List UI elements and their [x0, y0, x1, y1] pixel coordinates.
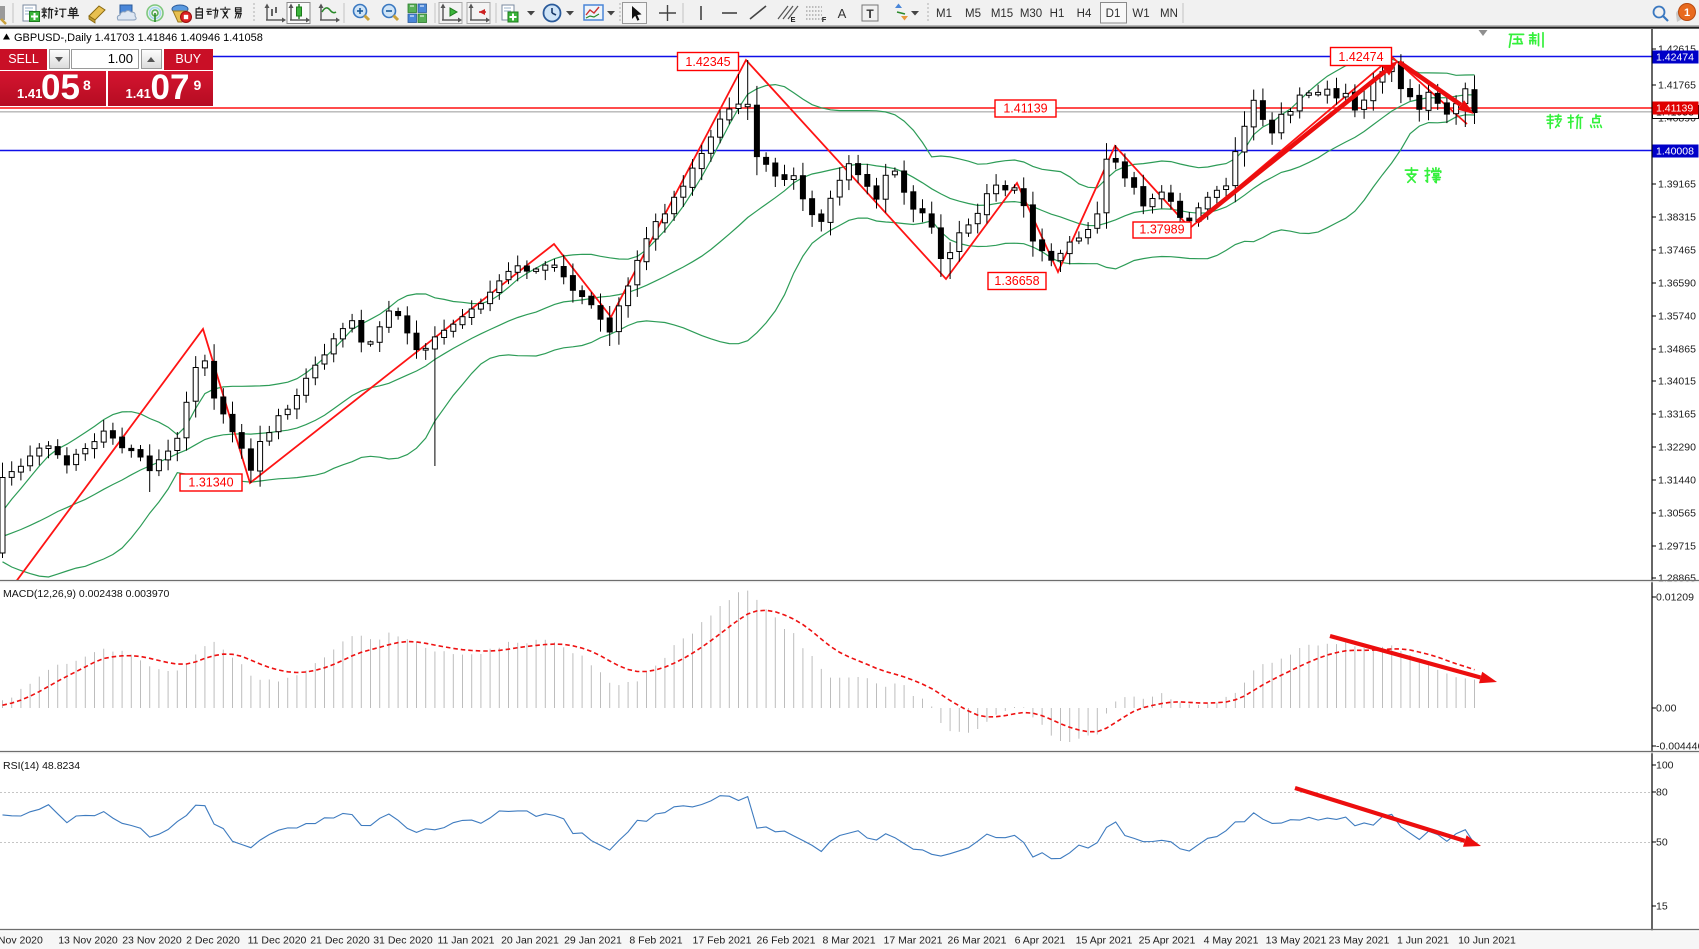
svg-text:1.29715: 1.29715 — [1658, 541, 1696, 553]
svg-text:-0.004446: -0.004446 — [1656, 741, 1699, 753]
svg-text:2 Dec 2020: 2 Dec 2020 — [186, 935, 240, 947]
svg-text:0.00: 0.00 — [1656, 703, 1677, 715]
svg-text:23 May 2021: 23 May 2021 — [1329, 935, 1390, 947]
svg-text:1.32290: 1.32290 — [1658, 442, 1696, 454]
svg-text:26 Mar 2021: 26 Mar 2021 — [948, 935, 1007, 947]
svg-text:100: 100 — [1656, 760, 1674, 772]
svg-text:1: 1 — [1684, 7, 1690, 19]
svg-text:MACD(12,26,9) 0.002438 0.00397: MACD(12,26,9) 0.002438 0.003970 — [3, 588, 170, 600]
svg-text:1.42345: 1.42345 — [685, 55, 730, 69]
svg-text:M5: M5 — [965, 8, 981, 20]
svg-text:T: T — [866, 7, 874, 21]
svg-text:4 May 2021: 4 May 2021 — [1204, 935, 1259, 947]
svg-text:E: E — [790, 15, 795, 24]
svg-text:A: A — [838, 6, 847, 21]
svg-text:1.34015: 1.34015 — [1658, 376, 1696, 388]
svg-text:15 Apr 2021: 15 Apr 2021 — [1076, 935, 1133, 947]
svg-text:10 Jun 2021: 10 Jun 2021 — [1458, 935, 1516, 947]
svg-text:H1: H1 — [1050, 8, 1065, 20]
svg-text:F: F — [822, 15, 827, 24]
svg-text:1.42474: 1.42474 — [1338, 50, 1383, 64]
svg-text:23 Nov 2020: 23 Nov 2020 — [122, 935, 182, 947]
svg-text:M1: M1 — [936, 8, 952, 20]
svg-text:1.37465: 1.37465 — [1658, 245, 1696, 257]
svg-text:1.39165: 1.39165 — [1658, 179, 1696, 191]
svg-text:50: 50 — [1656, 837, 1668, 849]
svg-text:26 Feb 2021: 26 Feb 2021 — [757, 935, 816, 947]
svg-text:13 Nov 2020: 13 Nov 2020 — [58, 935, 118, 947]
svg-text:1.41139: 1.41139 — [1656, 103, 1693, 115]
svg-text:8 Feb 2021: 8 Feb 2021 — [629, 935, 682, 947]
svg-text:MN: MN — [1160, 8, 1178, 20]
svg-text:1.41765: 1.41765 — [1658, 80, 1696, 92]
svg-text:H4: H4 — [1077, 8, 1092, 20]
svg-text:0.01209: 0.01209 — [1656, 592, 1694, 604]
svg-text:1.38315: 1.38315 — [1658, 212, 1696, 224]
svg-text:80: 80 — [1656, 787, 1668, 799]
svg-text:25 Apr 2021: 25 Apr 2021 — [1139, 935, 1196, 947]
svg-text:11 Dec 2020: 11 Dec 2020 — [248, 935, 307, 947]
svg-text:20 Jan 2021: 20 Jan 2021 — [501, 935, 559, 947]
svg-text:1 Jun 2021: 1 Jun 2021 — [1397, 935, 1449, 947]
svg-text:1.28865: 1.28865 — [1658, 573, 1696, 585]
svg-text:11 Jan 2021: 11 Jan 2021 — [437, 935, 494, 947]
svg-text:W1: W1 — [1132, 8, 1149, 20]
svg-text:1.33165: 1.33165 — [1658, 409, 1696, 421]
svg-text:1.36658: 1.36658 — [994, 274, 1039, 288]
svg-text:M30: M30 — [1020, 8, 1042, 20]
svg-text:1.31340: 1.31340 — [188, 476, 233, 490]
svg-text:1.42474: 1.42474 — [1656, 52, 1694, 64]
svg-text:17 Mar 2021: 17 Mar 2021 — [884, 935, 943, 947]
svg-text:13 May 2021: 13 May 2021 — [1266, 935, 1327, 947]
svg-text:M15: M15 — [991, 8, 1013, 20]
svg-text:1.34865: 1.34865 — [1658, 344, 1696, 356]
svg-text:1.40008: 1.40008 — [1656, 146, 1694, 158]
svg-text:31 Dec 2020: 31 Dec 2020 — [373, 935, 433, 947]
svg-text:1.41139: 1.41139 — [1003, 102, 1047, 116]
svg-text:1.30565: 1.30565 — [1658, 508, 1696, 520]
svg-text:29 Jan 2021: 29 Jan 2021 — [564, 935, 622, 947]
svg-text:RSI(14) 48.8234: RSI(14) 48.8234 — [3, 760, 80, 772]
svg-text:1.36590: 1.36590 — [1658, 278, 1696, 290]
svg-text:15: 15 — [1656, 901, 1668, 913]
svg-text:D1: D1 — [1106, 8, 1121, 20]
svg-text:4 Nov 2020: 4 Nov 2020 — [0, 935, 43, 947]
svg-text:GBPUSD-,Daily 1.41703 1.41846: GBPUSD-,Daily 1.41703 1.41846 1.40946 1.… — [14, 32, 263, 44]
svg-text:21 Dec 2020: 21 Dec 2020 — [310, 935, 370, 947]
svg-text:1.31440: 1.31440 — [1658, 475, 1696, 487]
svg-text:8 Mar 2021: 8 Mar 2021 — [822, 935, 875, 947]
svg-text:17 Feb 2021: 17 Feb 2021 — [693, 935, 752, 947]
svg-text:6 Apr 2021: 6 Apr 2021 — [1015, 935, 1066, 947]
svg-text:1.35740: 1.35740 — [1658, 311, 1696, 323]
svg-text:1.37989: 1.37989 — [1139, 223, 1184, 237]
